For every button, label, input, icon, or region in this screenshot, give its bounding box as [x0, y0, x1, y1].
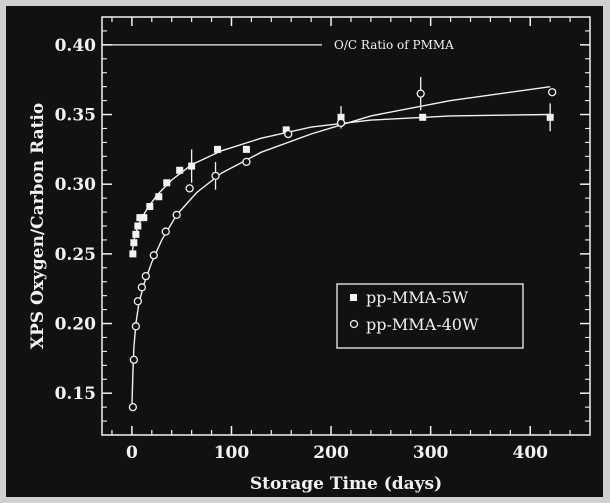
- plot-frame: [101, 16, 591, 436]
- data-point-5w: [155, 193, 163, 201]
- y-tick-label: 0.30: [55, 175, 97, 195]
- legend-box: [336, 283, 524, 349]
- data-point-5w: [337, 113, 345, 121]
- data-point-5w: [163, 179, 171, 187]
- data-point-5w: [136, 214, 144, 222]
- fit-curve-40w: [131, 86, 551, 408]
- data-point-40w: [161, 227, 170, 236]
- data-point-40w: [211, 171, 220, 180]
- data-point-40w: [149, 251, 158, 260]
- data-point-40w: [284, 129, 293, 139]
- data-point-40w: [137, 283, 146, 292]
- data-point-40w: [131, 322, 141, 331]
- data-point-40w: [128, 402, 138, 412]
- data-point-5w: [419, 113, 427, 121]
- y-axis-title: XPS Oxygen/Carbon Ratio: [28, 103, 48, 349]
- x-tick-label: 300: [413, 443, 449, 463]
- data-point-40w: [336, 118, 346, 128]
- x-tick-label: 200: [313, 443, 349, 463]
- data-point-5w: [242, 145, 250, 153]
- reference-line: O/C Ratio of PMMA: [102, 38, 454, 52]
- legend-label-40w: pp-MMA-40W: [366, 315, 479, 334]
- legend-marker-square: [350, 294, 357, 301]
- legend-marker-circle: [349, 319, 359, 329]
- data-point-5w: [134, 222, 142, 230]
- data-point-40w: [242, 157, 251, 167]
- data-point-40w: [172, 210, 181, 220]
- data-point-40w: [129, 355, 139, 364]
- legend: pp-MMA-5W pp-MMA-40W: [336, 283, 524, 349]
- data-point-5w: [129, 250, 137, 258]
- legend-label-5w: pp-MMA-5W: [366, 288, 469, 307]
- data-point-40w: [185, 184, 194, 193]
- data-point-5w: [132, 230, 140, 238]
- fit-curves: [131, 86, 551, 408]
- data-point-5w: [176, 166, 184, 174]
- data-point-5w: [546, 113, 554, 121]
- data-point-5w: [282, 126, 290, 134]
- y-tick-label: 0.25: [55, 245, 96, 265]
- data-point-5w: [140, 214, 148, 222]
- x-tick-label: 0: [126, 443, 138, 463]
- y-tick-label: 0.15: [55, 384, 96, 404]
- reference-line-label: O/C Ratio of PMMA: [334, 38, 454, 52]
- fit-curve-5w: [131, 113, 551, 255]
- data-point-5w: [214, 145, 222, 153]
- y-tick-label: 0.35: [55, 106, 96, 126]
- y-tick-label: 0.40: [55, 36, 97, 56]
- x-axis-title: Storage Time (days): [250, 474, 442, 494]
- x-tick-label: 400: [512, 443, 548, 463]
- data-point-40w: [548, 88, 557, 97]
- axis-ticks: 0 100 200 300 400 0.15 0.20 0.25 0.30 0.35 0.40: [55, 17, 590, 463]
- data-point-5w: [130, 239, 138, 247]
- data-point-40w: [141, 272, 150, 281]
- data-point-5w: [188, 162, 196, 170]
- x-tick-label: 100: [214, 443, 250, 463]
- data-markers: [128, 88, 557, 412]
- data-point-40w: [416, 89, 425, 98]
- y-tick-label: 0.20: [55, 315, 97, 335]
- data-point-40w: [133, 297, 143, 306]
- data-point-5w: [146, 202, 154, 210]
- chart-panel: [6, 6, 603, 497]
